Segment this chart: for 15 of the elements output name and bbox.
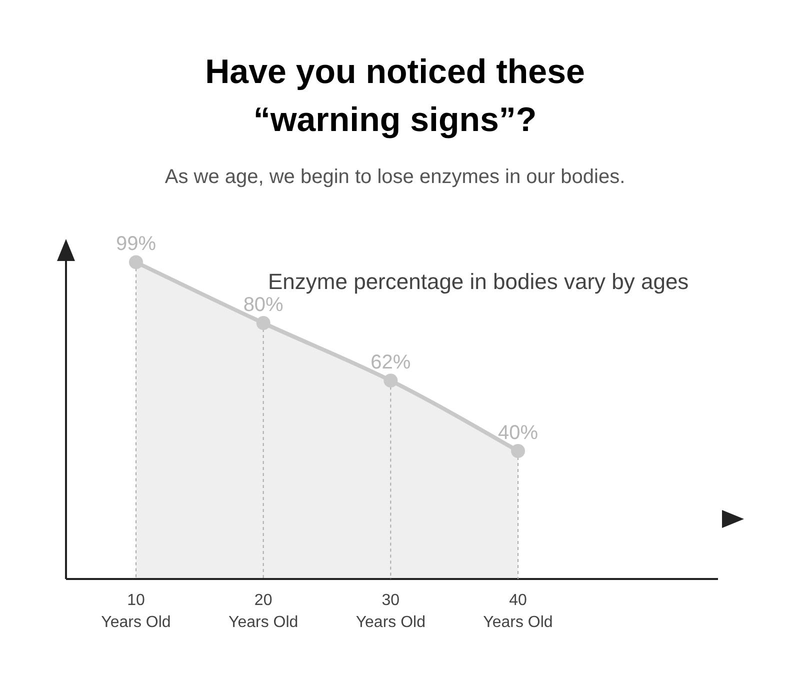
data-label: 99% [116, 233, 156, 256]
x-tick-label: 40 Years Old [483, 592, 553, 631]
x-tick-label: 20 Years Old [228, 592, 298, 631]
point [256, 316, 270, 330]
point [384, 374, 398, 388]
point [129, 255, 143, 270]
data-label: 80% [243, 294, 284, 316]
chart-title: Have you noticed these “warning signs”? [204, 52, 586, 141]
data-label: 40% [498, 422, 538, 444]
chart-subtitle: As we age, we begin to lose enzymes in our bodies. [164, 166, 626, 189]
data-label: 62% [370, 352, 411, 374]
point [511, 444, 525, 458]
annotation: Enzyme percentage in bodies vary by ages [268, 269, 689, 295]
x-tick-label: 10 Years Old [101, 592, 171, 631]
x-tick-label: 30 Years Old [356, 592, 426, 631]
